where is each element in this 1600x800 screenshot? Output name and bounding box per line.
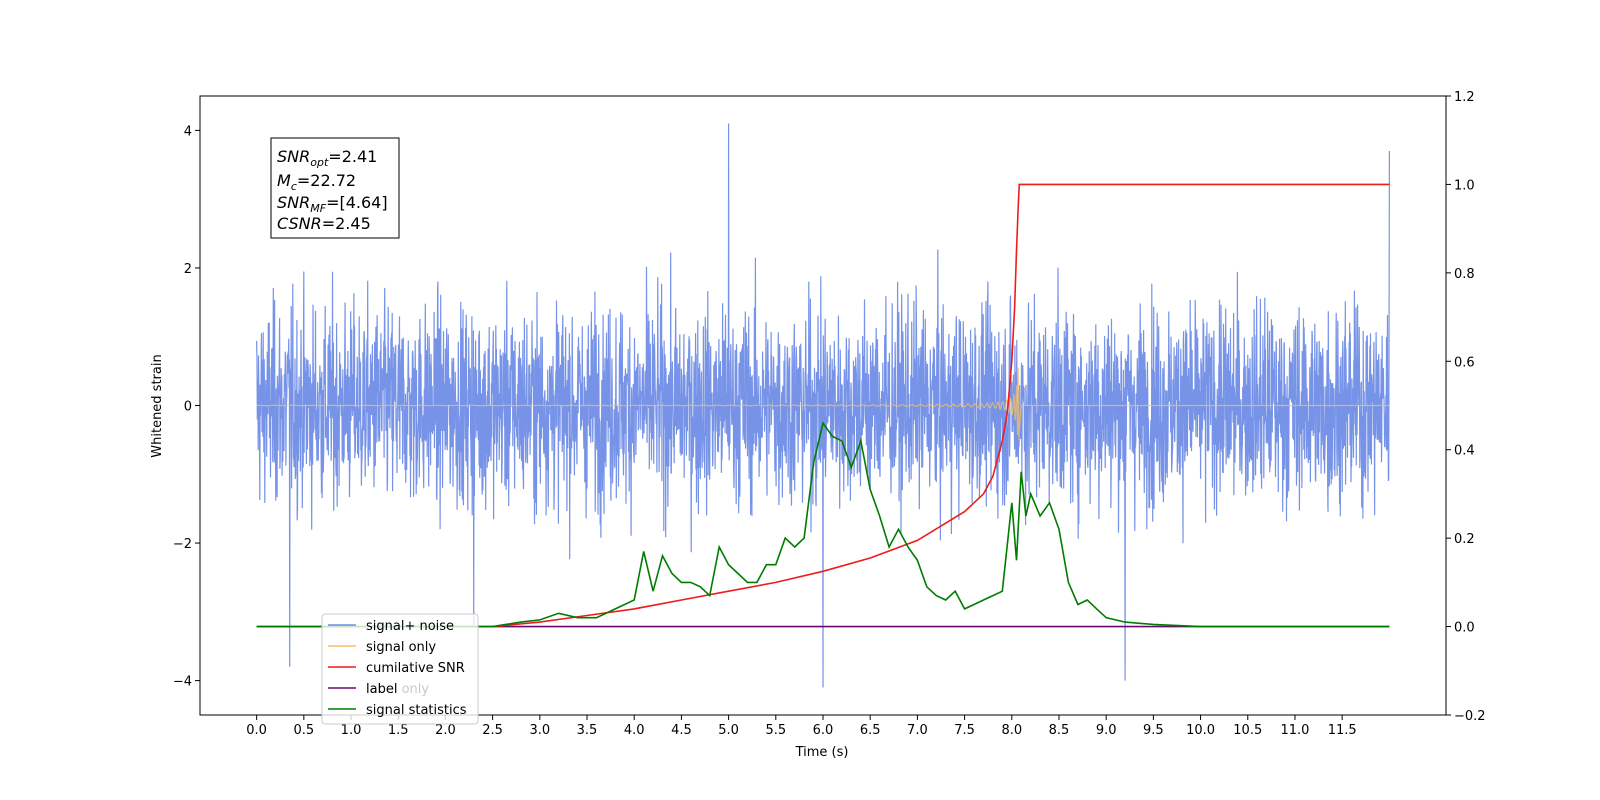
legend-item: cumilative SNR [328, 661, 465, 676]
x-tick-label: 7.0 [907, 723, 928, 738]
y2-tick-label: 0.8 [1454, 267, 1475, 282]
x-tick-label: 6.5 [860, 723, 881, 738]
annotation-chirp-mass: Mc=22.72 [277, 171, 356, 193]
legend-item: label only label [328, 682, 429, 697]
legend-label: signal statistics [366, 703, 467, 718]
x-tick-label: 5.5 [765, 723, 786, 738]
x-axis: 0.0 0.5 1.0 1.5 2.0 2.5 3.0 3.5 4.0 4.5 5.0 5.5 6.0 6… [246, 715, 1357, 738]
legend-label: signal only [366, 640, 436, 655]
x-tick-label: 3.5 [577, 723, 598, 738]
annotation-csnr: CSNR=2.45 [277, 214, 371, 233]
legend-label: label only [366, 682, 429, 697]
x-tick-label: 2.5 [482, 723, 503, 738]
y2-tick-label: 0.4 [1454, 444, 1475, 459]
series-signal-statistics-line [256, 421, 1390, 628]
y-tick-label: −2 [173, 537, 192, 552]
legend-item: signal statistics [328, 703, 467, 718]
y-tick-label: 0 [184, 400, 192, 415]
y-axis-left: −4 −2 0 2 4 [173, 124, 200, 690]
x-tick-label: 2.0 [435, 723, 456, 738]
y2-tick-label: 0.6 [1454, 355, 1475, 370]
y-tick-label: −4 [173, 675, 192, 690]
x-tick-label: 4.5 [671, 723, 692, 738]
x-tick-label: 10.5 [1233, 723, 1262, 738]
x-tick-label: 3.0 [529, 723, 550, 738]
y-tick-label: 2 [184, 262, 192, 277]
x-tick-label: 6.0 [813, 723, 834, 738]
x-tick-label: 5.0 [718, 723, 739, 738]
y-axis-label: Whitened strain [150, 354, 165, 457]
legend-item: signal only [328, 640, 436, 655]
x-tick-label: 11.5 [1328, 723, 1357, 738]
y-axis-right: −0.2 0.0 0.2 0.4 0.6 0.8 1.0 1.2 [1446, 90, 1486, 724]
y2-tick-label: 1.0 [1454, 178, 1475, 193]
legend-label: signal+ noise [366, 619, 454, 634]
legend-label: label [366, 682, 397, 697]
x-tick-label: 8.5 [1049, 723, 1070, 738]
legend: signal+ noise signal only cumilative SNR… [321, 613, 479, 725]
series-cumulative-snr-line [492, 183, 1390, 628]
annotation-snr-mf: SNRMF=[4.64] [277, 193, 388, 215]
series-signal-noise-line [256, 123, 1391, 688]
x-tick-label: 11.0 [1280, 723, 1309, 738]
x-tick-label: 9.0 [1096, 723, 1117, 738]
y2-tick-label: 0.2 [1454, 532, 1475, 547]
legend-frame [321, 613, 479, 725]
annotation-snr-opt: SNRopt=2.41 [277, 147, 377, 169]
y2-tick-label: 1.2 [1454, 90, 1475, 105]
x-tick-label: 1.5 [388, 723, 409, 738]
x-tick-label: 0.5 [293, 723, 314, 738]
x-axis-label: Time (s) [795, 745, 849, 760]
annotation-box: SNRopt=2.41 Mc=22.72 SNRMF=[4.64] CSNR=2… [270, 137, 400, 239]
x-tick-label: 1.0 [341, 723, 362, 738]
x-tick-label: 4.0 [624, 723, 645, 738]
x-tick-label: 7.5 [954, 723, 975, 738]
x-tick-label: 9.5 [1143, 723, 1164, 738]
plot-area [256, 123, 1391, 688]
y2-tick-label: 0.0 [1454, 621, 1475, 636]
y-tick-label: 4 [184, 124, 192, 139]
legend-label: cumilative SNR [366, 661, 465, 676]
x-tick-label: 0.0 [246, 723, 267, 738]
y2-tick-label: −0.2 [1454, 709, 1486, 724]
x-tick-label: 8.0 [1001, 723, 1022, 738]
x-tick-label: 10.0 [1186, 723, 1215, 738]
series-signal-only-line [256, 367, 1390, 440]
legend-item: signal+ noise [328, 619, 454, 634]
